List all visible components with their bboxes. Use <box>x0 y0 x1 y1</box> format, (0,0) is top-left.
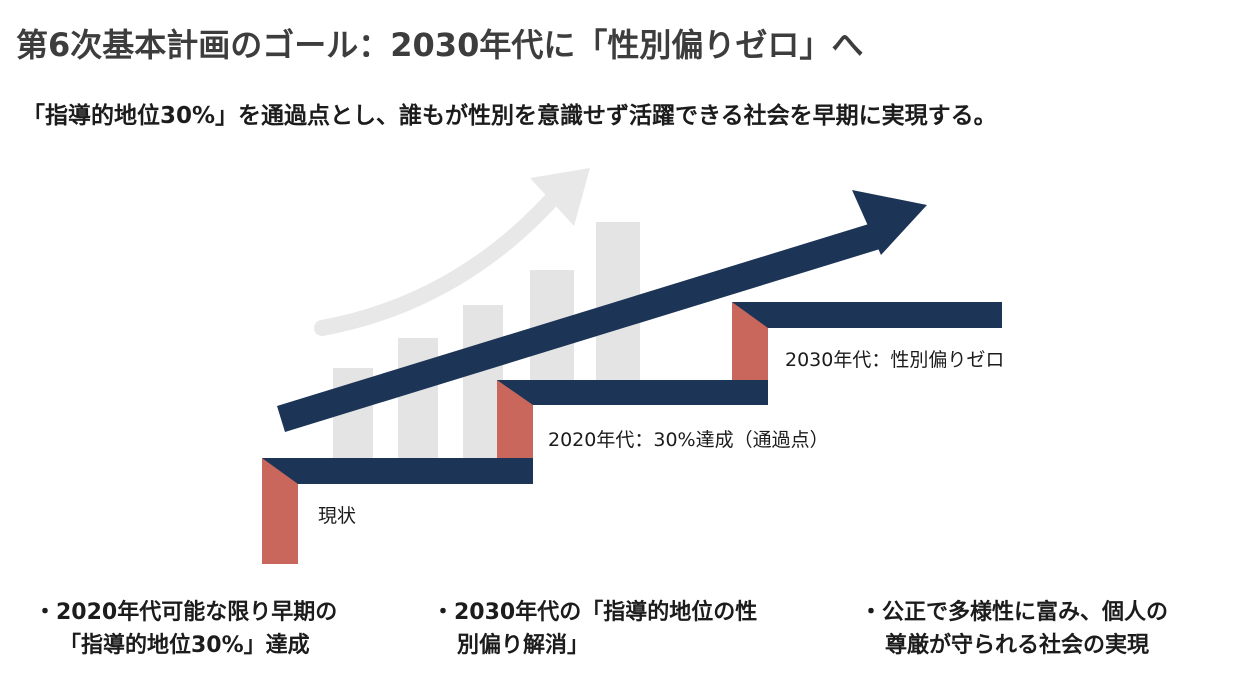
goal-item: ・公正で多様性に富み、個人の 尊厳が守られる社会の実現 <box>860 596 1168 662</box>
arrow-shaft <box>277 223 880 432</box>
goal-item-line: ・2020年代可能な限り早期の <box>34 600 338 625</box>
goal-item-line: ・公正で多様性に富み、個人の <box>860 600 1169 625</box>
goal-item: ・2030年代の「指導的地位の性 別偏り解消」 <box>432 596 757 662</box>
goal-item: ・2020年代可能な限り早期の 「指導的地位30%」達成 <box>34 596 337 662</box>
stair-tread-current <box>262 458 533 484</box>
goal-item-line: ・2030年代の「指導的地位の性 <box>432 600 758 625</box>
page-subtitle: 「指導的地位30%」を通過点とし、誰もが性別を意識せず活躍できる社会を早期に実現… <box>22 103 997 129</box>
stage-label-current: 現状 <box>318 505 357 527</box>
background-bar <box>398 338 438 460</box>
stair-tread-2030 <box>732 302 1002 328</box>
stage-label-2020s: 2020年代：30%達成（通過点） <box>548 429 829 451</box>
stair-tread-2020 <box>497 380 768 405</box>
arrow-head-icon <box>852 190 927 255</box>
page-title: 第6次基本計画のゴール：2030年代に「性別偏りゼロ」へ <box>16 26 864 64</box>
goal-item-line: 別偏り解消」 <box>457 633 590 658</box>
background-growth-arrow <box>314 168 590 336</box>
goal-item-line: 尊厳が守られる社会の実現 <box>885 633 1150 658</box>
goal-item-line: 「指導的地位30%」達成 <box>59 633 310 658</box>
stage-label-2030s: 2030年代：性別偏りゼロ <box>785 349 1005 371</box>
stair-treads <box>262 302 1002 484</box>
main-growth-arrow <box>277 190 927 432</box>
background-bar <box>463 305 503 460</box>
